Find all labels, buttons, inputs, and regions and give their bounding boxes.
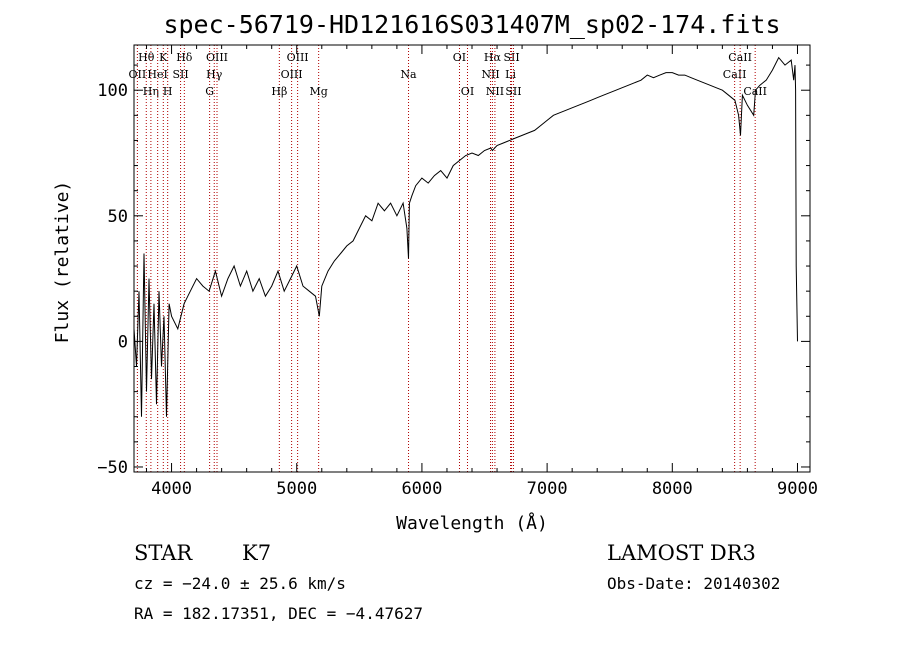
spectral-line-label: K [159,51,168,64]
spectral-line-label: Hθ [138,51,155,64]
observation-date: Obs-Date: 20140302 [607,574,780,593]
spectral-line-label: Li [505,68,516,81]
survey-name: LAMOST DR3 [607,541,756,565]
y-tick-label: −50 [97,458,128,478]
spectral-line-label: NII [486,85,504,98]
object-subclass: K7 [242,541,271,565]
tick-layer: 4000 5000 6000 7000 8000 9000 −50 0 50 100 [97,45,818,499]
spectral-line-label: NII [481,68,499,81]
x-tick-label: 6000 [401,479,442,499]
spectral-line-label: Hβ [271,85,287,98]
x-tick-label: 9000 [777,479,818,499]
spectral-line-label: H [163,85,173,98]
spectral-line-label: Mg [309,85,327,98]
spectral-line-label: OIII [281,68,303,81]
y-tick-label: 0 [118,332,128,352]
x-tick-label: 4000 [151,479,192,499]
y-tick-label: 50 [108,207,128,227]
y-axis-label: Flux (relative) [52,181,73,344]
spectral-line-label: SII [503,51,519,64]
spectral-line-label: OI [461,85,474,98]
x-tick-label: 5000 [276,479,317,499]
spectral-line-label: OIII [206,51,228,64]
object-class: STAR [134,541,193,565]
plot-frame [133,44,811,473]
coordinates: RA = 182.17351, DEC = −4.47627 [134,604,423,623]
spectral-line-label: Na [400,68,417,81]
spectral-line-label: G [205,85,214,98]
spectral-line-label: SII [505,85,521,98]
spectral-line-label: Hγ [206,68,223,81]
spectral-line-label: CaII [723,68,747,81]
redshift-value: cz = −24.0 ± 25.6 km/s [134,574,346,593]
spectral-line-markers: Hθ OII Hη HeI K H SII Hδ G Hγ OIII Hβ OIII OIII Mg Na OI… [129,45,767,472]
spectral-line-label: OI [453,51,466,64]
x-tick-label: 8000 [652,479,693,499]
spectral-line-label: CaII [728,51,752,64]
spectral-line-label: Hα [484,51,502,64]
spectral-line-label: Hδ [176,51,193,64]
chart-title: spec-56719-HD121616S031407M_sp02-174.fit… [163,10,780,39]
flux-series-line [133,56,798,417]
spectral-line-label: Hη [143,85,159,98]
y-tick-label: 100 [97,81,128,101]
spectral-line-label: OIII [287,51,309,64]
spectral-line-label: OII [129,68,147,81]
spectral-line-label: SII [172,68,188,81]
x-tick-label: 7000 [527,479,568,499]
data-layer [133,56,798,417]
x-axis-label: Wavelength (Å) [396,512,548,534]
spectral-line-label: HeI [147,68,167,81]
